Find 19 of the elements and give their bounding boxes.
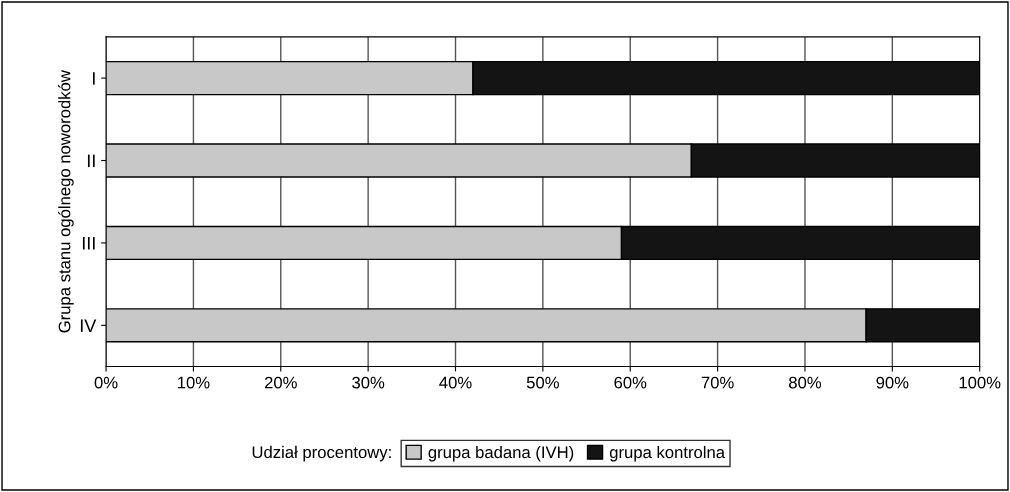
x-tick-label: 30%	[352, 376, 385, 389]
x-tick-label: 50%	[526, 376, 559, 389]
x-tick-label: 100%	[959, 376, 1001, 389]
x-tick-label: 20%	[264, 376, 297, 389]
y-tick-label: III	[82, 237, 95, 250]
x-tick-label: 60%	[614, 376, 647, 389]
x-tick-label: 40%	[439, 376, 472, 389]
legend-label: grupa badana (IVH)	[428, 445, 574, 462]
x-tick-label: 90%	[876, 376, 909, 389]
y-axis-title: Grupa stanu ogólnego noworodków	[57, 70, 74, 333]
y-tick-label: IV	[80, 319, 97, 332]
x-tick-label: 80%	[789, 376, 822, 389]
y-tick-label: II	[87, 154, 95, 168]
y-tick-label: I	[92, 72, 95, 85]
x-tick-label: 70%	[701, 376, 734, 389]
legend-label: grupa kontrolna	[609, 445, 726, 462]
x-tick-label: 0%	[94, 376, 118, 389]
legend-title: Udział procentowy:	[252, 445, 391, 462]
x-tick-label: 10%	[178, 376, 210, 389]
